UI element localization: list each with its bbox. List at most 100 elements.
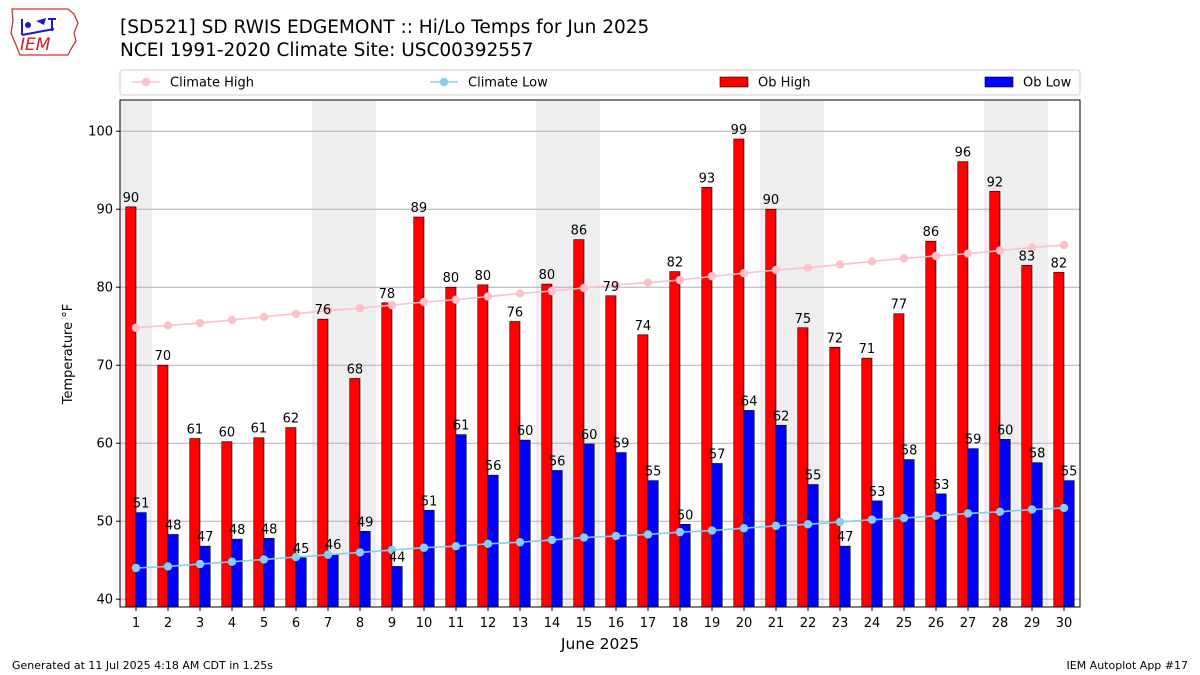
ob-high-bar: [509, 321, 521, 608]
climate-high-point: [515, 289, 525, 298]
climate-high-point: [931, 251, 941, 261]
ob-high-label: 90: [763, 193, 780, 208]
ob-high-label: 72: [827, 331, 844, 346]
ob-high-label: 71: [859, 342, 876, 357]
weekend-shading: [120, 100, 1048, 607]
ob-high-bar: [957, 161, 969, 608]
ob-high-label: 96: [955, 146, 972, 161]
legend-ob-high-swatch: [719, 76, 749, 88]
climate-low-point: [419, 543, 429, 552]
ob-high-label: 78: [379, 287, 396, 302]
climate-low-point: [515, 538, 525, 547]
x-tick-label: 25: [896, 616, 913, 631]
ob-low-label: 55: [645, 465, 662, 480]
x-tick-label: 4: [228, 616, 236, 631]
chart-title: [SD521] SD RWIS EDGEMONT :: Hi/Lo Temps …: [120, 17, 650, 38]
ob-low-bar: [839, 545, 851, 608]
ob-low-bar: [455, 434, 467, 608]
ob-high-label: 93: [699, 171, 716, 186]
ob-high-label: 68: [347, 362, 364, 377]
climate-low-point: [707, 526, 717, 535]
ob-low-label: 53: [933, 478, 950, 493]
ob-high-bar: [157, 364, 169, 608]
ob-high-label: 77: [891, 298, 908, 313]
climate-high-point: [163, 321, 173, 330]
climate-high-point: [483, 292, 493, 301]
ob-high-label: 61: [187, 423, 204, 438]
climate-high-point: [195, 318, 205, 328]
climate-high-point: [419, 297, 429, 307]
climate-high-point: [355, 304, 365, 313]
x-tick-label: 15: [576, 616, 593, 631]
climate-high-point: [707, 272, 717, 281]
ob-low-label: 46: [325, 538, 342, 553]
app-label: IEM Autoplot App #17: [1066, 659, 1189, 672]
ob-high-label: 60: [219, 426, 236, 441]
y-tick-label: 70: [96, 359, 113, 374]
climate-high-point: [579, 283, 589, 293]
ob-low-bar: [519, 439, 531, 608]
ob-low-label: 57: [709, 447, 726, 462]
climate-high-point: [867, 257, 877, 266]
legend-ob-high-label: Ob High: [758, 76, 811, 91]
ob-high-label: 80: [475, 269, 492, 284]
ob-low-bar: [1063, 480, 1075, 608]
climate-low-point: [771, 521, 781, 531]
ob-low-bar: [679, 524, 691, 608]
ob-low-bar: [423, 509, 435, 608]
x-tick-label: 23: [832, 616, 849, 631]
climate-low-point: [899, 513, 909, 523]
x-tick-label: 10: [416, 616, 433, 631]
ob-high-label: 80: [539, 268, 556, 283]
bars: [125, 138, 1075, 608]
climate-high-point: [1059, 240, 1069, 250]
y-tick-label: 90: [96, 203, 113, 218]
ob-high-bar: [861, 357, 873, 608]
x-tick-label: 1: [132, 616, 140, 631]
ob-low-label: 48: [261, 522, 278, 537]
ob-low-label: 51: [421, 494, 438, 509]
ob-low-bar: [967, 448, 979, 608]
x-tick-label: 2: [164, 616, 172, 631]
ob-low-label: 58: [901, 444, 918, 459]
y-tick-label: 50: [96, 515, 113, 530]
climate-low-point: [483, 539, 493, 549]
x-tick-label: 5: [260, 616, 268, 631]
ob-low-label: 51: [133, 497, 150, 512]
climate-low-point: [739, 524, 749, 533]
x-tick-label: 14: [544, 616, 561, 631]
ob-high-bar: [445, 286, 457, 608]
x-tick-label: 22: [800, 616, 817, 631]
ob-high-bar: [893, 313, 905, 608]
ob-high-bar: [317, 318, 329, 608]
iem-logo: IEM: [10, 8, 79, 56]
climate-high-point: [259, 312, 269, 322]
ob-low-bar: [231, 538, 243, 608]
y-tick-label: 60: [96, 437, 113, 452]
climate-low-point: [323, 550, 333, 559]
climate-high-point: [675, 275, 685, 285]
climate-low-point: [995, 507, 1005, 517]
ob-high-bar: [797, 327, 809, 608]
x-tick-label: 26: [928, 616, 945, 631]
climate-low-point: [803, 520, 813, 529]
climate-low-line: [135, 507, 1065, 569]
climate-high-point: [963, 249, 973, 258]
ob-low-label: 56: [485, 459, 502, 474]
ob-high-bar: [477, 284, 489, 608]
climate-low-point: [259, 555, 269, 564]
climate-high-point: [547, 286, 557, 296]
climate-low-point: [675, 527, 685, 537]
ob-low-bar: [199, 545, 211, 608]
climate-high-point: [771, 265, 781, 275]
ob-low-label: 60: [517, 424, 534, 439]
ob-low-bar: [295, 557, 307, 608]
ob-low-bar: [647, 480, 659, 608]
ob-low-label: 59: [965, 433, 982, 448]
climate-high-point: [227, 315, 237, 325]
ob-low-label: 61: [453, 419, 470, 434]
ob-low-label: 49: [357, 515, 374, 530]
ob-low-bar: [583, 443, 595, 608]
climate-low-point: [835, 517, 845, 527]
legend-climate-low-label: Climate Low: [468, 76, 548, 91]
